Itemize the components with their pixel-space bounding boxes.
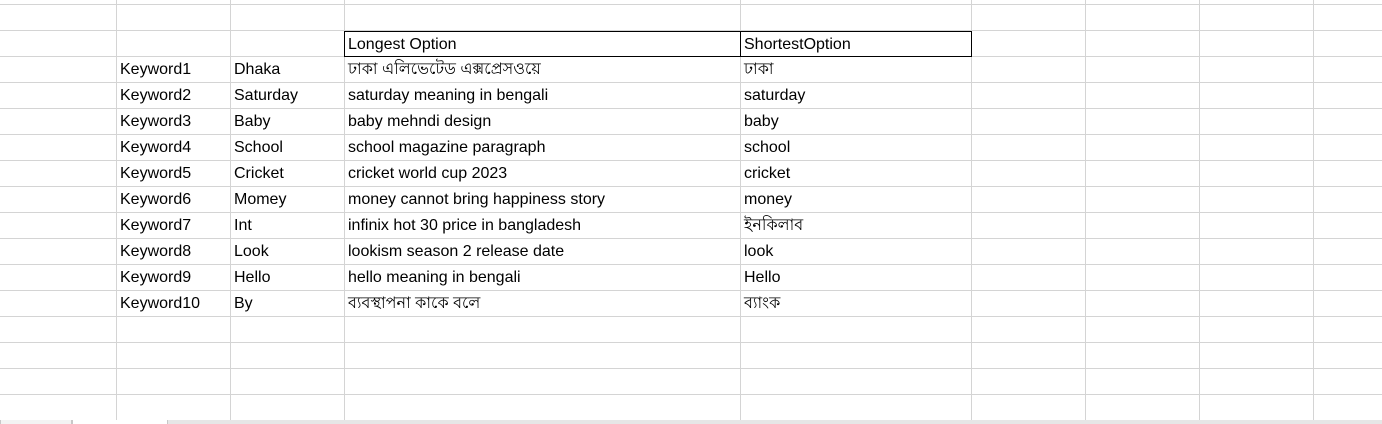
keyword-cell[interactable]: Keyword6 <box>120 191 192 208</box>
row-divider <box>0 290 1382 291</box>
shortest-option-cell[interactable]: saturday <box>744 87 806 104</box>
shortest-option-cell[interactable]: Hello <box>744 269 781 286</box>
word-cell[interactable]: By <box>234 295 253 312</box>
shortest-option-cell[interactable]: baby <box>744 113 779 130</box>
row-divider <box>0 4 1382 5</box>
row-divider <box>0 160 1382 161</box>
row-divider <box>0 82 1382 83</box>
keyword-cell[interactable]: Keyword1 <box>120 61 192 78</box>
shortest-option-cell[interactable]: ইনকিলাব <box>744 217 804 234</box>
keyword-cell[interactable]: Keyword7 <box>120 217 192 234</box>
longest-option-cell[interactable]: lookism season 2 release date <box>348 243 565 260</box>
shortest-option-cell[interactable]: cricket <box>744 165 791 182</box>
row-divider <box>0 238 1382 239</box>
header-cell-longest-option[interactable]: Longest Option <box>344 31 741 57</box>
shortest-option-cell[interactable]: school <box>744 139 791 156</box>
longest-option-cell[interactable]: ব্যবস্থাপনা কাকে বলে <box>348 295 481 312</box>
sheet-tab-strip <box>0 420 1382 424</box>
shortest-option-cell[interactable]: ঢাকা <box>744 61 774 78</box>
longest-option-cell[interactable]: hello meaning in bengali <box>348 269 521 286</box>
keyword-cell[interactable]: Keyword4 <box>120 139 192 156</box>
word-cell[interactable]: Hello <box>234 269 271 286</box>
keyword-cell[interactable]: Keyword8 <box>120 243 192 260</box>
row-divider <box>0 264 1382 265</box>
shortest-option-cell[interactable]: ব্যাংক <box>744 295 781 312</box>
row-divider <box>0 134 1382 135</box>
word-cell[interactable]: School <box>234 139 283 156</box>
longest-option-cell[interactable]: school magazine paragraph <box>348 139 546 156</box>
sheet-tab[interactable] <box>0 420 72 424</box>
longest-option-cell[interactable]: saturday meaning in bengali <box>348 87 549 104</box>
sheet-tab-active[interactable] <box>72 420 168 424</box>
row-divider <box>0 108 1382 109</box>
row-divider <box>0 212 1382 213</box>
longest-option-cell[interactable]: money cannot bring happiness story <box>348 191 606 208</box>
longest-option-cell[interactable]: infinix hot 30 price in bangladesh <box>348 217 582 234</box>
row-divider <box>0 368 1382 369</box>
word-cell[interactable]: Dhaka <box>234 61 281 78</box>
row-divider <box>0 342 1382 343</box>
keyword-cell[interactable]: Keyword9 <box>120 269 192 286</box>
word-cell[interactable]: Momey <box>234 191 287 208</box>
shortest-option-cell[interactable]: money <box>744 191 793 208</box>
longest-option-cell[interactable]: ঢাকা এলিভেটেড এক্সপ্রেসওয়ে <box>348 61 541 78</box>
row-divider <box>0 394 1382 395</box>
keyword-cell[interactable]: Keyword10 <box>120 295 201 312</box>
word-cell[interactable]: Baby <box>234 113 271 130</box>
longest-option-cell[interactable]: cricket world cup 2023 <box>348 165 508 182</box>
keyword-cell[interactable]: Keyword2 <box>120 87 192 104</box>
keyword-cell[interactable]: Keyword3 <box>120 113 192 130</box>
longest-option-cell[interactable]: baby mehndi design <box>348 113 492 130</box>
shortest-option-cell[interactable]: look <box>744 243 774 260</box>
word-cell[interactable]: Cricket <box>234 165 284 182</box>
word-cell[interactable]: Look <box>234 243 269 260</box>
word-cell[interactable]: Saturday <box>234 87 299 104</box>
word-cell[interactable]: Int <box>234 217 252 234</box>
keyword-cell[interactable]: Keyword5 <box>120 165 192 182</box>
row-divider <box>0 186 1382 187</box>
row-divider <box>0 316 1382 317</box>
header-cell-shortest-option[interactable]: ShortestOption <box>740 31 972 57</box>
row-divider <box>0 30 1382 31</box>
